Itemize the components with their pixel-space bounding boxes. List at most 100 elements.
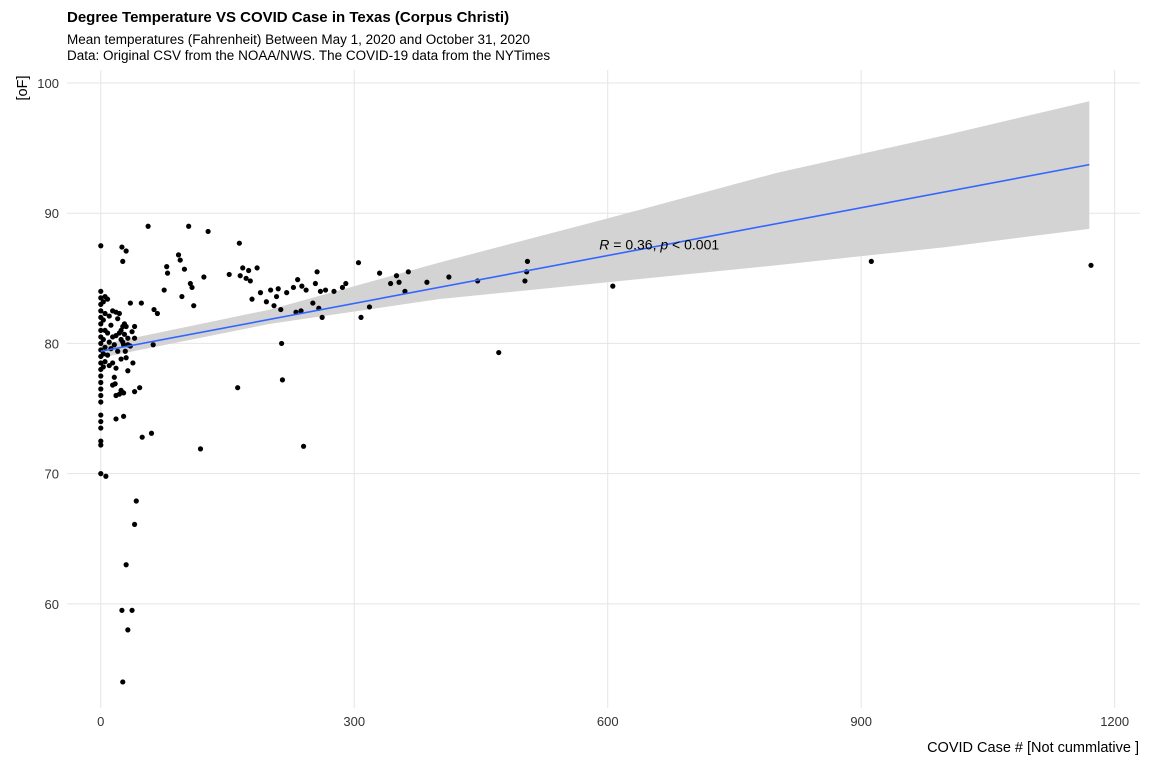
x-tick-label-900: 900	[850, 714, 872, 729]
data-point-40	[106, 339, 112, 345]
data-point-90	[131, 323, 138, 330]
data-point-31	[102, 310, 108, 317]
data-point-137	[290, 284, 297, 291]
data-point-2	[98, 295, 104, 301]
data-point-103	[161, 287, 167, 293]
data-point-0	[98, 243, 104, 249]
data-point-135	[279, 377, 286, 383]
data-point-93	[131, 521, 138, 528]
data-point-18	[98, 399, 104, 405]
data-point-61	[118, 327, 124, 334]
data-point-14	[98, 373, 104, 379]
data-point-36	[104, 296, 111, 302]
data-point-170	[610, 283, 616, 289]
data-point-16	[98, 386, 104, 392]
data-point-91	[131, 335, 138, 341]
data-point-127	[257, 290, 264, 296]
correlation-annotation: R = 0.36, p < 0.001	[599, 236, 719, 252]
data-point-111	[187, 280, 193, 287]
data-point-66	[119, 607, 125, 613]
data-point-146	[314, 269, 320, 275]
data-point-117	[226, 271, 232, 278]
chart-subtitle-line1: Mean temperatures (Fahrenheit) Between M…	[67, 32, 531, 47]
data-point-96	[138, 300, 144, 306]
data-point-122	[243, 275, 249, 281]
y-axis-label: [oF]	[15, 76, 31, 101]
x-tick-label-1200: 1200	[1100, 714, 1129, 729]
y-tick-label-80: 80	[45, 336, 59, 351]
x-tick-label-300: 300	[343, 714, 365, 729]
data-point-89	[130, 360, 136, 366]
y-tick-label-90: 90	[45, 206, 59, 221]
data-point-160	[396, 279, 402, 285]
data-point-113	[191, 303, 197, 309]
data-point-72	[121, 390, 127, 396]
data-point-67	[120, 258, 126, 264]
data-point-114	[197, 446, 204, 452]
data-point-19	[98, 412, 104, 418]
data-point-81	[125, 335, 131, 341]
data-point-50	[112, 381, 118, 387]
data-point-53	[113, 365, 119, 371]
data-point-97	[139, 434, 145, 440]
data-point-24	[98, 471, 104, 477]
y-tick-label-70: 70	[45, 467, 59, 482]
data-point-21	[98, 425, 104, 431]
y-tick-label-100: 100	[37, 76, 59, 91]
data-point-150	[322, 287, 329, 293]
data-point-141	[299, 283, 305, 289]
data-point-151	[331, 288, 337, 294]
data-point-108	[179, 293, 185, 300]
data-point-73	[121, 413, 127, 419]
data-point-20	[98, 418, 104, 425]
data-point-7	[98, 327, 104, 334]
data-point-130	[271, 303, 277, 309]
data-point-95	[137, 385, 143, 391]
data-point-139	[295, 277, 301, 283]
regression-line-layer	[100, 163, 1090, 353]
data-point-156	[366, 304, 373, 310]
y-tick-label-60: 60	[45, 597, 59, 612]
data-point-129	[268, 287, 274, 293]
data-point-4	[98, 308, 104, 314]
data-point-163	[424, 279, 430, 285]
data-point-80	[123, 562, 129, 568]
data-point-63	[118, 356, 124, 362]
data-point-124	[247, 278, 253, 284]
data-point-35	[103, 473, 109, 479]
data-point-171	[868, 258, 874, 264]
data-point-99	[148, 430, 155, 436]
data-point-118	[235, 385, 241, 391]
data-point-37	[104, 330, 111, 336]
data-point-104	[164, 264, 170, 270]
data-point-75	[121, 331, 128, 337]
x-tick-label-0: 0	[97, 714, 104, 729]
data-point-131	[273, 293, 280, 300]
annotation-r-text: = 0.36,	[609, 236, 660, 252]
data-point-70	[120, 679, 126, 685]
data-point-79	[123, 355, 129, 361]
data-point-134	[279, 340, 285, 347]
data-point-28	[100, 351, 106, 357]
data-point-109	[181, 266, 188, 272]
data-point-142	[300, 443, 307, 449]
regression-line	[100, 163, 1090, 353]
data-point-136	[284, 290, 290, 296]
data-point-85	[127, 300, 133, 306]
annotation-p-label: p	[659, 236, 668, 252]
data-point-56	[115, 316, 121, 322]
data-point-77	[123, 248, 129, 254]
data-point-148	[317, 288, 324, 294]
data-point-49	[111, 374, 117, 380]
data-point-120	[237, 273, 243, 279]
data-point-102	[154, 310, 161, 317]
data-point-26	[100, 317, 106, 323]
data-point-9	[98, 340, 104, 347]
data-point-65	[119, 244, 125, 250]
data-point-98	[145, 223, 151, 229]
annotation-p-text: < 0.001	[668, 236, 719, 252]
data-point-159	[393, 273, 400, 279]
data-point-166	[496, 349, 502, 356]
data-point-152	[339, 284, 346, 291]
x-tick-label-600: 600	[597, 714, 619, 729]
